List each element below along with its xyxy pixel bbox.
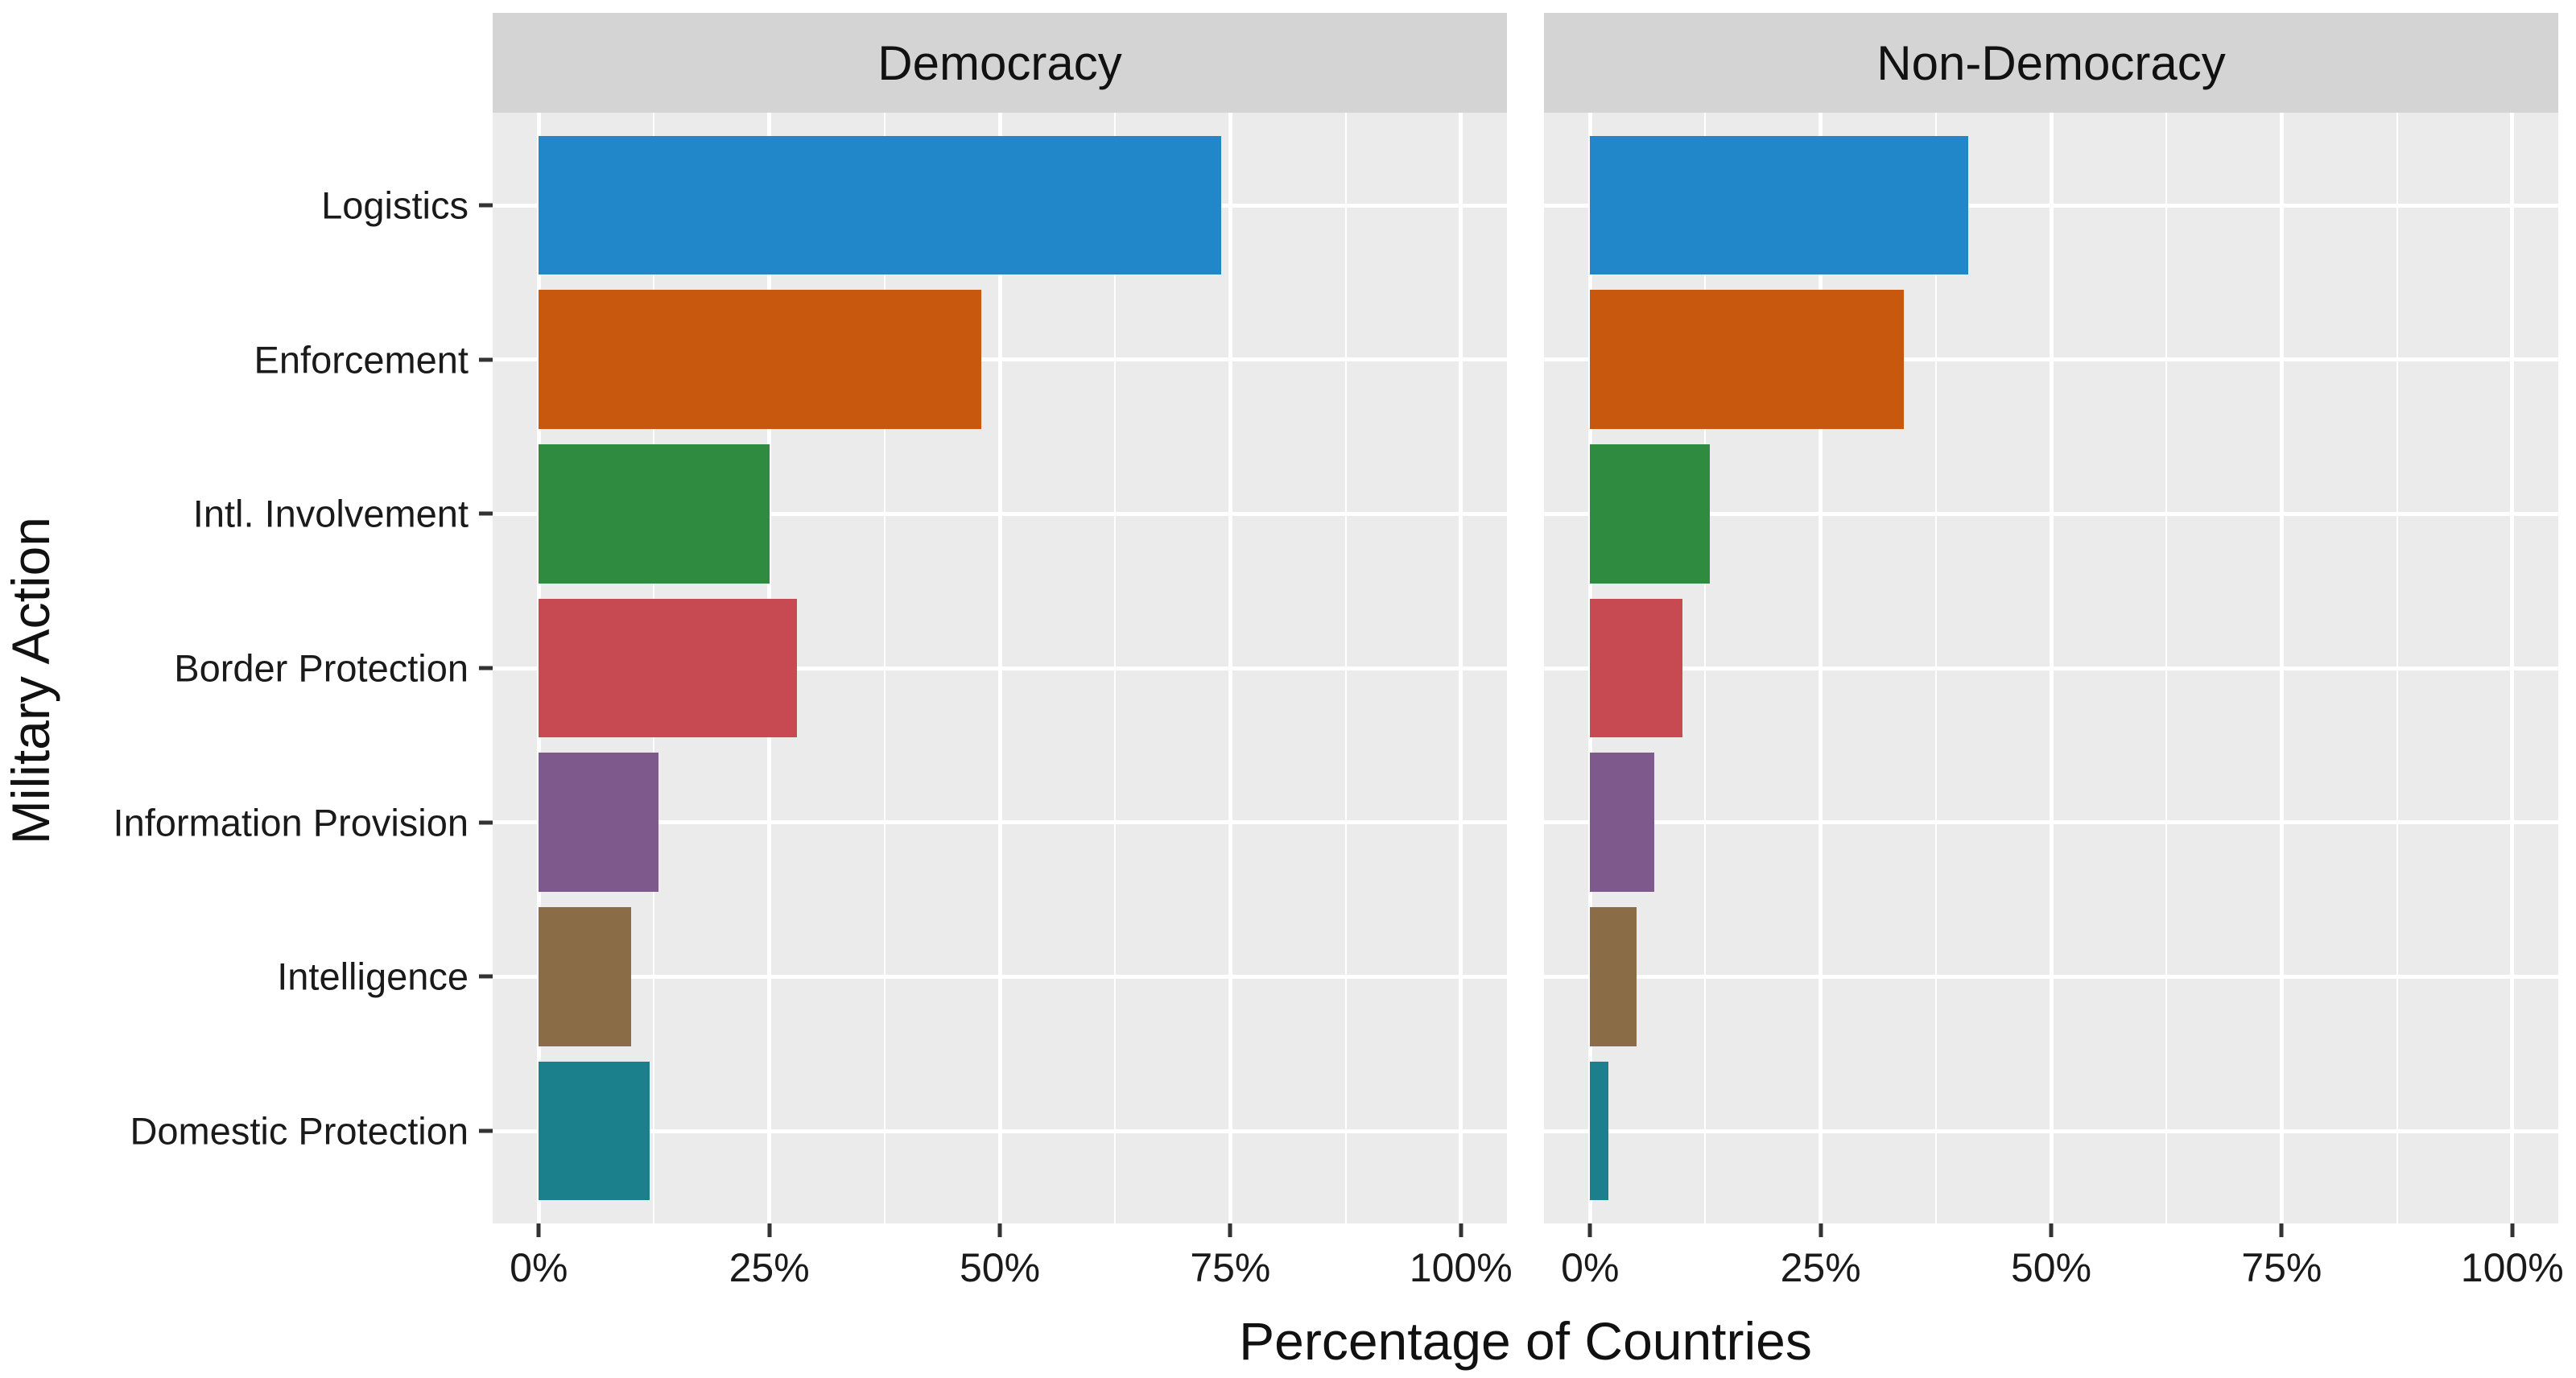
bar-democracy-border-protection xyxy=(539,598,797,738)
x-tick-label-50: 50% xyxy=(2010,1245,2092,1290)
y-axis-label-intl-involvement: Intl. Involvement xyxy=(192,492,469,535)
bar-democracy-enforcement xyxy=(539,290,982,429)
bar-non-democracy-logistics xyxy=(1590,135,1968,275)
y-axis-label-domestic-protection: Domestic Protection xyxy=(130,1109,469,1153)
gridline-vertical-minor xyxy=(2165,113,2168,1223)
y-tick-enforcement xyxy=(479,357,493,362)
x-tick-100 xyxy=(2510,1223,2515,1237)
x-tick-label-0: 0% xyxy=(1561,1245,1620,1290)
bar-democracy-information-provision xyxy=(539,753,659,892)
x-tick-25 xyxy=(767,1223,772,1237)
facet-strip-non-democracy: Non-Democracy xyxy=(1544,13,2558,113)
bar-non-democracy-intelligence xyxy=(1590,907,1637,1046)
x-tick-label-25: 25% xyxy=(1780,1245,1861,1290)
gridline-vertical-minor xyxy=(1114,113,1117,1223)
gridline-vertical-minor xyxy=(1934,113,1937,1223)
y-axis-label-intelligence: Intelligence xyxy=(277,955,469,998)
y-tick-intelligence xyxy=(479,974,493,979)
x-tick-50 xyxy=(997,1223,1002,1237)
x-tick-label-25: 25% xyxy=(729,1245,810,1290)
bar-non-democracy-intl-involvement xyxy=(1590,444,1711,584)
gridline-vertical-major xyxy=(2510,113,2515,1223)
x-tick-label-100: 100% xyxy=(2460,1245,2564,1290)
bar-non-democracy-border-protection xyxy=(1590,598,1682,738)
gridline-vertical-major xyxy=(2049,113,2054,1223)
y-tick-information-provision xyxy=(479,820,493,825)
gridline-vertical-major xyxy=(1228,113,1232,1223)
panel-non-democracy xyxy=(1544,113,2558,1223)
x-tick-label-75: 75% xyxy=(2241,1245,2322,1290)
y-tick-logistics xyxy=(479,203,493,208)
x-axis-non-democracy: 0% 25% 50% 75% 100% xyxy=(1544,1223,2564,1304)
bar-non-democracy-information-provision xyxy=(1590,753,1655,892)
x-tick-75 xyxy=(2279,1223,2284,1237)
facet-panels: Democracy 0% 25% 50% 75% 100% Non-Democracy … xyxy=(493,13,2564,1304)
x-tick-25 xyxy=(1818,1223,1823,1237)
y-axis-label-enforcement: Enforcement xyxy=(254,338,469,382)
x-tick-label-100: 100% xyxy=(1409,1245,1513,1290)
x-tick-100 xyxy=(1459,1223,1463,1237)
bar-non-democracy-domestic-protection xyxy=(1590,1061,1609,1201)
y-axis-label-border-protection: Border Protection xyxy=(174,646,469,690)
bar-democracy-logistics xyxy=(539,135,1221,275)
gridline-vertical-major xyxy=(1818,113,1823,1223)
gridline-vertical-minor xyxy=(883,113,886,1223)
gridline-vertical-minor xyxy=(2396,113,2398,1223)
y-axis-label-information-provision: Information Provision xyxy=(113,801,469,844)
x-axis-title: Percentage of Countries xyxy=(1239,1311,1812,1371)
gridline-vertical-minor xyxy=(1344,113,1347,1223)
facet-democracy: Democracy 0% 25% 50% 75% 100% xyxy=(493,13,1513,1304)
y-axis-label-logistics: Logistics xyxy=(321,184,469,227)
bar-democracy-intl-involvement xyxy=(539,444,770,584)
x-tick-0 xyxy=(536,1223,541,1237)
x-tick-label-50: 50% xyxy=(959,1245,1041,1290)
y-tick-domestic-protection xyxy=(479,1128,493,1133)
y-axis-title: Military Action xyxy=(1,517,60,845)
y-axis-labels: Logistics Enforcement Intl. Involvement Bor… xyxy=(61,13,493,1304)
gridline-vertical-major xyxy=(997,113,1002,1223)
gridline-vertical-minor xyxy=(1704,113,1707,1223)
x-tick-label-75: 75% xyxy=(1190,1245,1271,1290)
x-tick-50 xyxy=(2049,1223,2054,1237)
bar-democracy-domestic-protection xyxy=(539,1061,650,1201)
panel-democracy xyxy=(493,113,1507,1223)
bar-non-democracy-enforcement xyxy=(1590,290,1904,429)
x-tick-75 xyxy=(1228,1223,1232,1237)
facet-non-democracy: Non-Democracy 0% 25% 50% 75% 100% xyxy=(1544,13,2564,1304)
y-axis-title-column: Military Action xyxy=(0,13,61,1236)
gridline-vertical-major xyxy=(1459,113,1463,1223)
bar-democracy-intelligence xyxy=(539,907,631,1046)
x-tick-label-0: 0% xyxy=(510,1245,568,1290)
plot-area: Military Action Logistics Enforcement Intl… xyxy=(0,13,2576,1304)
y-tick-intl-involvement xyxy=(479,511,493,516)
facet-strip-democracy: Democracy xyxy=(493,13,1507,113)
x-tick-0 xyxy=(1587,1223,1592,1237)
y-tick-border-protection xyxy=(479,666,493,670)
gridline-vertical-major xyxy=(2279,113,2284,1223)
x-axis-democracy: 0% 25% 50% 75% 100% xyxy=(493,1223,1513,1304)
